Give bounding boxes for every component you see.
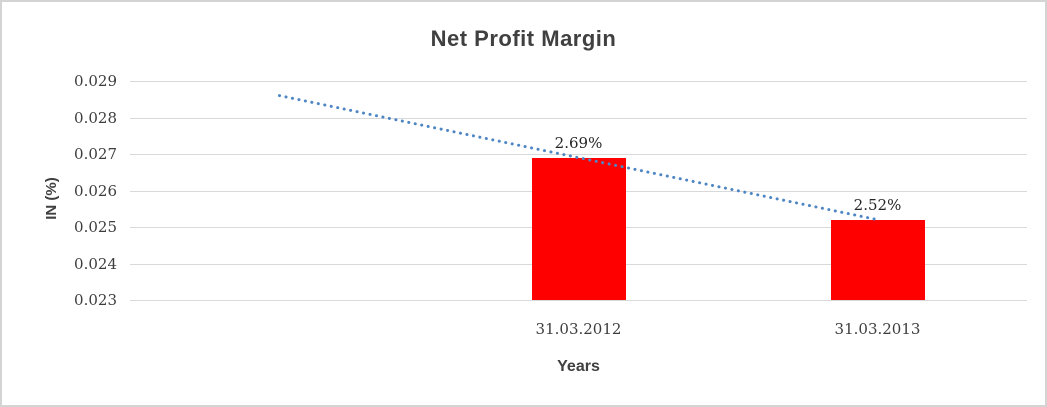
y-tick-label: 0.029 bbox=[74, 72, 117, 90]
y-tick-label: 0.025 bbox=[74, 218, 117, 236]
bar-31.03.2013 bbox=[830, 219, 925, 300]
gridline bbox=[130, 81, 1027, 82]
x-axis-title: Years bbox=[557, 358, 600, 375]
bar-31.03.2012 bbox=[531, 157, 626, 300]
x-tick-label: 31.03.2012 bbox=[535, 320, 622, 338]
y-tick-label: 0.028 bbox=[74, 108, 117, 127]
y-tick-label: 0.024 bbox=[74, 254, 117, 273]
bar-data-label: 2.69% bbox=[554, 133, 603, 152]
y-tick-label: 0.023 bbox=[74, 291, 117, 309]
chart-title: Net Profit Margin bbox=[430, 26, 617, 51]
gridline bbox=[130, 154, 1027, 155]
y-tick-label: 0.026 bbox=[74, 181, 117, 200]
y-tick-label: 0.027 bbox=[74, 145, 117, 163]
gridline bbox=[130, 300, 1027, 301]
x-tick-label: 31.03.2013 bbox=[834, 320, 921, 338]
gridline bbox=[130, 117, 1027, 119]
bar-data-label: 2.52% bbox=[853, 195, 902, 214]
